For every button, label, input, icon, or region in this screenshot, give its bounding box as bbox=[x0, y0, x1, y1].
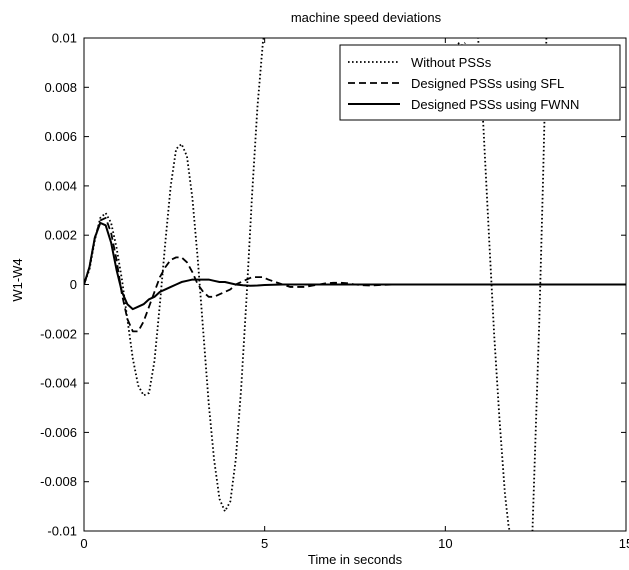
y-tick-label: -0.008 bbox=[40, 474, 77, 489]
series-line-2 bbox=[531, 38, 548, 531]
y-tick-label: 0.006 bbox=[44, 129, 77, 144]
x-tick-label: 5 bbox=[261, 536, 268, 551]
y-tick-label: -0.006 bbox=[40, 425, 77, 440]
chart-title: machine speed deviations bbox=[291, 10, 442, 25]
legend-label-0: Without PSSs bbox=[411, 55, 492, 70]
series-line-4 bbox=[84, 217, 626, 333]
x-axis-label: Time in seconds bbox=[308, 552, 403, 567]
series-line-1 bbox=[477, 38, 511, 531]
y-tick-label: -0.002 bbox=[40, 326, 77, 341]
series-line-5 bbox=[84, 221, 626, 311]
y-tick-label: 0.004 bbox=[44, 178, 77, 193]
legend: Without PSSs Designed PSSs using SFL Desig… bbox=[339, 44, 621, 121]
y-tick-label: -0.01 bbox=[47, 524, 77, 539]
y-tick-label: -0.004 bbox=[40, 376, 77, 391]
x-tick-label: 10 bbox=[438, 536, 452, 551]
y-tick-label: 0 bbox=[70, 277, 77, 292]
y-tick-label: 0.002 bbox=[44, 228, 77, 243]
x-tick-label: 15 bbox=[619, 536, 629, 551]
y-tick-label: 0.008 bbox=[44, 80, 77, 95]
axes: 0 5 10 15 -0.01 -0.008 -0.006 -0.004 -0.002 0 0.00… bbox=[40, 31, 629, 552]
series-line-0 bbox=[84, 38, 265, 513]
legend-label-1: Designed PSSs using SFL bbox=[411, 76, 564, 91]
y-axis-label: W1-W4 bbox=[10, 258, 25, 301]
plot-area bbox=[84, 38, 626, 531]
legend-label-2: Designed PSSs using FWNN bbox=[411, 97, 579, 112]
y-tick-label: 0.01 bbox=[52, 31, 77, 46]
x-tick-label: 0 bbox=[80, 536, 87, 551]
